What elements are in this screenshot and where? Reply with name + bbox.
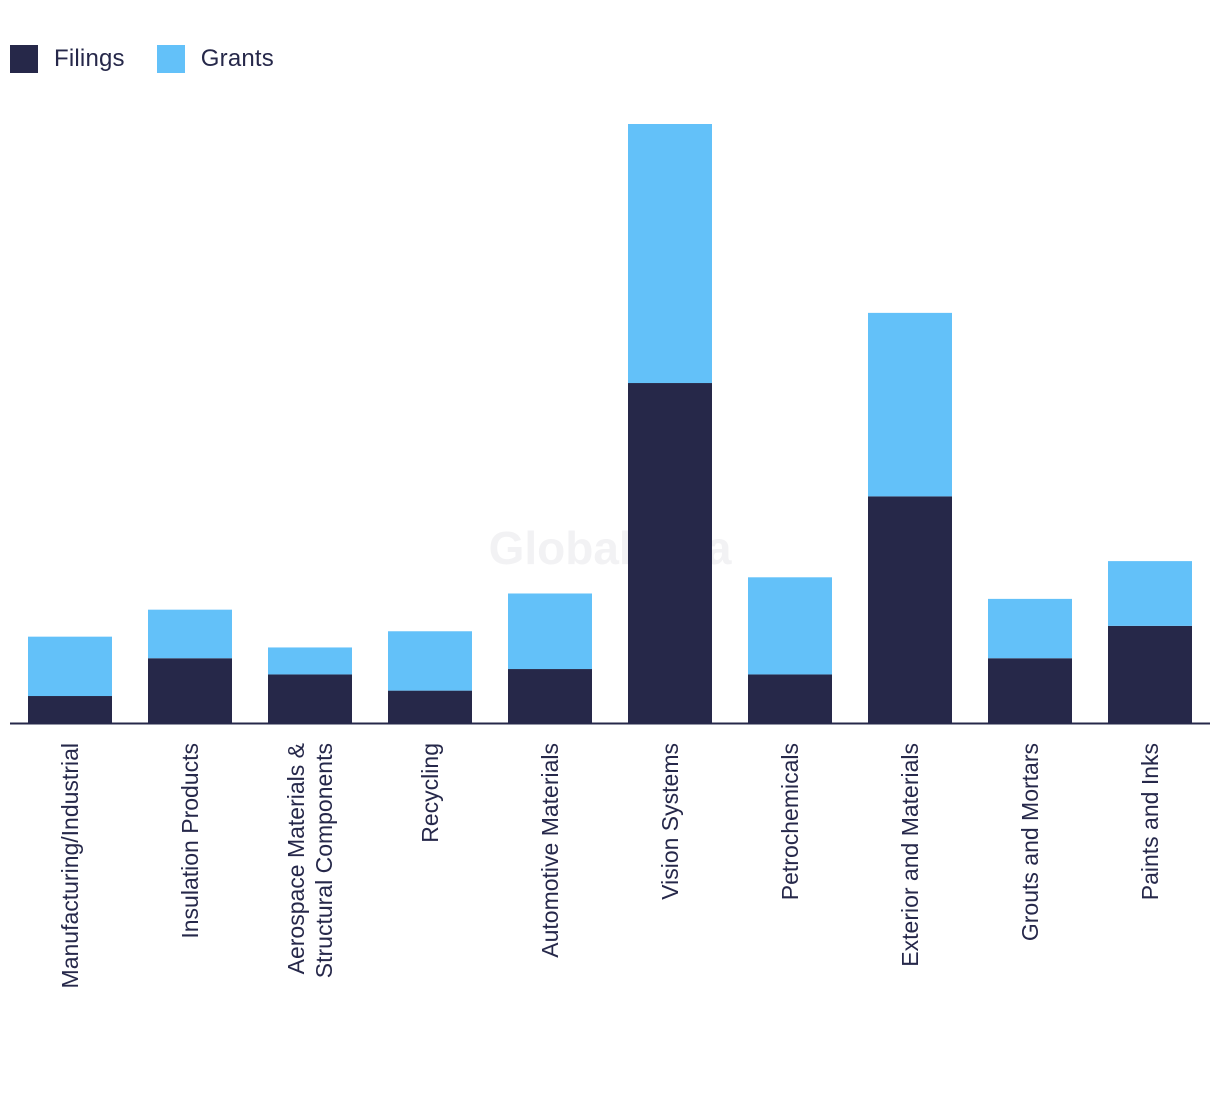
bar-filings-5 [508,669,592,723]
legend: Filings Grants [10,44,306,74]
bar-filings-6 [628,383,712,723]
x-tick-label-6: Vision Systems [657,743,683,900]
bar-grants-5 [508,593,592,670]
bar-filings-9 [988,658,1072,723]
x-tick-label-4: Recycling [417,743,443,843]
x-tick-label-9: Grouts and Mortars [1017,743,1043,941]
bar-filings-4 [388,690,472,723]
x-tick-label-7: Petrochemicals [777,743,803,900]
bar-grants-8 [868,312,952,497]
bar-grants-1 [28,636,112,697]
x-tick-label-3-line-2: Structural Components [311,743,337,978]
legend-item-grants: Grants [156,45,274,73]
bar-grants-10 [1108,561,1192,626]
bar-grants-4 [388,631,472,691]
bar-grants-3 [268,647,352,675]
bar-filings-10 [1108,625,1192,723]
bar-grants-9 [988,598,1072,659]
legend-swatch-grants [156,45,185,73]
legend-swatch-filings [10,45,38,73]
bar-grants-2 [148,609,232,659]
bar-grants-6 [628,124,712,384]
bar-filings-8 [868,496,952,723]
bar-filings-1 [28,696,112,723]
x-tick-label-5: Automotive Materials [537,743,563,958]
x-tick-label-10: Paints and Inks [1137,743,1163,900]
bar-filings-3 [268,674,352,723]
legend-label-grants: Grants [200,45,274,72]
legend-label-filings: Filings [54,45,125,72]
x-tick-label-8: Exterior and Materials [897,743,923,967]
x-tick-label-1: Manufacturing/Industrial [57,743,83,988]
x-tick-label-2: Insulation Products [177,743,203,939]
x-tick-label-3-line-1: Aerospace Materials & [283,743,309,974]
bar-filings-7 [748,674,832,723]
bars-group [28,124,1192,723]
bar-grants-7 [748,577,832,675]
x-tick-labels: Manufacturing/Industrial Insulation Produ… [57,743,1163,988]
legend-item-filings: Filings [10,45,125,73]
bar-filings-2 [148,658,232,723]
